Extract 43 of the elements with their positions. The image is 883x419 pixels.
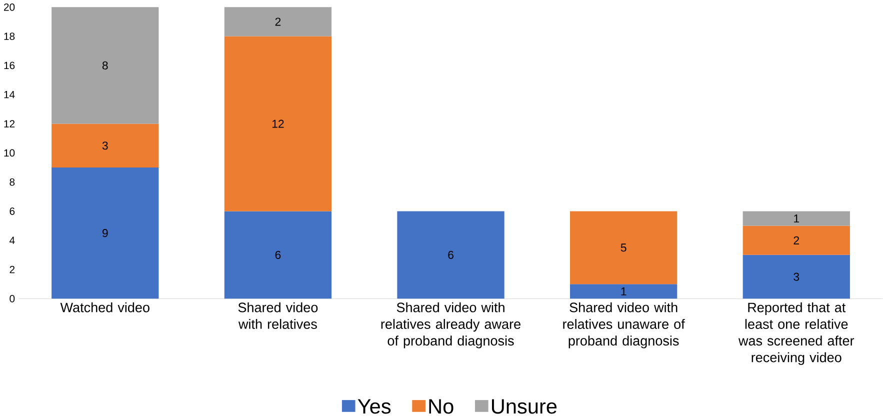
y-tick-label: 12	[4, 120, 15, 128]
data-label: 1	[794, 214, 800, 222]
bar	[224, 211, 332, 299]
x-tick-label: Shared video with relatives	[238, 302, 318, 329]
data-label: 6	[448, 250, 454, 259]
bar	[742, 254, 850, 299]
bar	[224, 7, 332, 36]
y-tick-label: 0	[10, 294, 15, 302]
y-tick-label: 16	[4, 62, 15, 70]
legend-label: No	[429, 399, 454, 414]
data-label: 3	[102, 141, 108, 150]
bar	[742, 226, 850, 255]
x-tick-label: Shared video with relatives unaware of proband diagnosis	[563, 302, 685, 348]
y-tick-label: 14	[4, 90, 15, 98]
legend-label: Unsure	[492, 399, 557, 414]
bar	[52, 124, 159, 168]
data-label: 12	[272, 120, 284, 128]
y-tick-label: 2	[10, 266, 15, 274]
data-label: 6	[275, 250, 281, 259]
bar	[52, 7, 159, 124]
bar	[224, 36, 332, 212]
data-label: 9	[102, 228, 108, 237]
x-tick-label: Watched video	[60, 302, 150, 312]
data-label: 8	[102, 61, 108, 70]
x-tick-label: Shared video with relatives already aware of proband diagnosis	[381, 302, 520, 348]
data-label: 2	[794, 236, 800, 244]
bar	[52, 167, 159, 299]
bar	[570, 211, 678, 284]
y-tick-label: 6	[10, 207, 15, 215]
data-label: 1	[621, 287, 626, 296]
data-label: 5	[620, 244, 626, 252]
legend-label: Yes	[358, 399, 391, 414]
y-tick-label: 18	[4, 32, 15, 40]
bar	[742, 211, 850, 226]
y-tick-label: 8	[10, 178, 15, 186]
bar	[397, 211, 504, 299]
x-tick-label: Reported that at least one relative was screened after receiving video	[738, 302, 854, 365]
bar	[570, 284, 678, 299]
y-tick-label: 4	[10, 236, 15, 244]
data-label: 2	[275, 18, 281, 26]
y-tick-label: 10	[4, 149, 15, 156]
data-label: 3	[794, 272, 800, 281]
y-tick-label: 20	[4, 3, 15, 11]
